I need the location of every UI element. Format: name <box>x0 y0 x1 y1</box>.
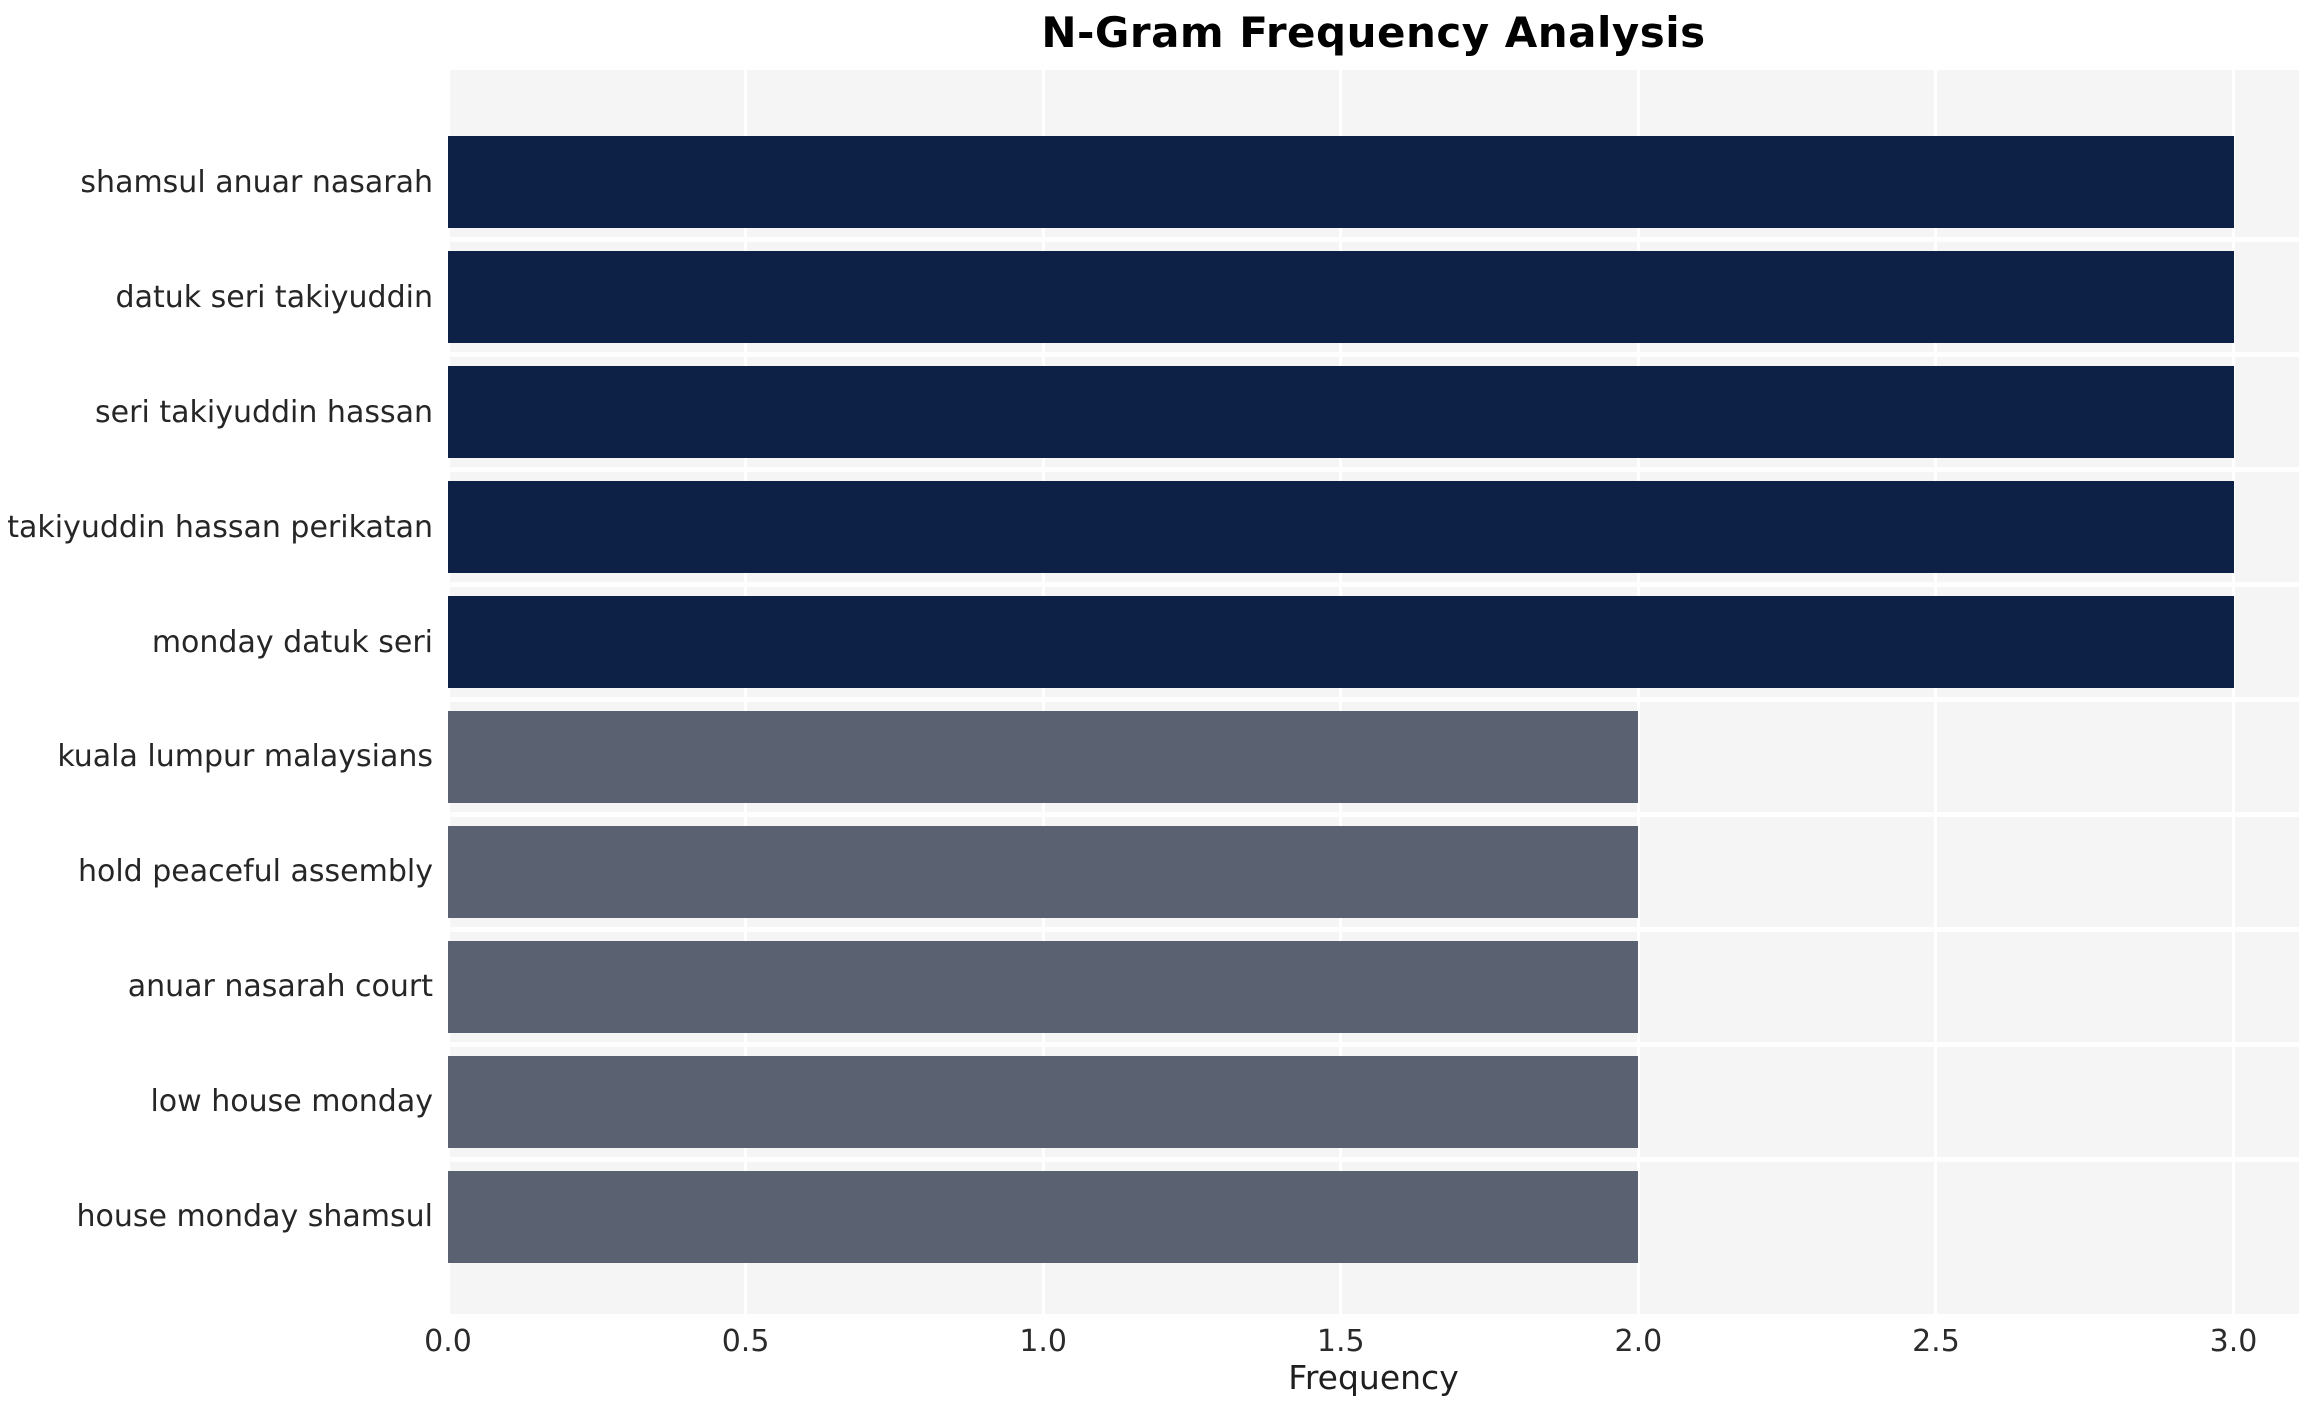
y-tick-label: anuar nasarah court <box>127 969 433 1005</box>
row-separator <box>448 352 2299 358</box>
row-separator <box>448 926 2299 932</box>
row-separator <box>448 1156 2299 1162</box>
gridline <box>1636 70 1640 1314</box>
row-separator <box>448 697 2299 702</box>
y-tick-label: shamsul anuar nasarah <box>80 164 433 200</box>
bar <box>448 136 2234 229</box>
row-separator <box>448 1041 2299 1047</box>
y-tick-label: datuk seri takiyuddin <box>115 279 433 315</box>
y-tick-label: house monday shamsul <box>76 1199 433 1235</box>
bar <box>448 596 2234 689</box>
chart-title: N-Gram Frequency Analysis <box>1041 8 1706 57</box>
x-tick-label: 1.0 <box>1019 1324 1068 1359</box>
gridline <box>2232 70 2236 1314</box>
y-tick-label: low house monday <box>150 1084 433 1120</box>
row-separator <box>448 582 2299 588</box>
bar <box>448 940 1639 1033</box>
x-tick-label: 1.5 <box>1316 1324 1365 1359</box>
y-tick-label: seri takiyuddin hassan <box>95 394 433 430</box>
x-tick-label: 3.0 <box>2209 1324 2258 1359</box>
gridline <box>1339 70 1343 1314</box>
x-tick-label: 2.5 <box>1912 1324 1960 1359</box>
bar <box>448 1055 1639 1148</box>
bar <box>448 825 1639 918</box>
gridline <box>744 70 748 1314</box>
y-axis-labels: shamsul anuar nasarah datuk seri takiyudd… <box>0 70 433 1314</box>
bar <box>448 710 1639 803</box>
plot-area <box>448 70 2299 1314</box>
row-separator <box>448 811 2299 817</box>
bar <box>448 1170 1639 1263</box>
x-axis-ticks: 0.0 0.5 1.0 1.5 2.0 2.5 3.0 <box>424 1324 2299 1364</box>
gridline <box>1934 70 1938 1314</box>
gridline <box>448 70 450 1314</box>
row-separator <box>448 467 2299 473</box>
x-tick-label: 0.5 <box>721 1324 770 1359</box>
y-tick-label: hold peaceful assembly <box>77 854 433 890</box>
x-tick-label: 2.0 <box>1614 1324 1663 1359</box>
y-tick-label: takiyuddin hassan perikatan <box>7 509 433 545</box>
x-axis-label: Frequency <box>1288 1358 1459 1397</box>
bar <box>448 481 2234 574</box>
bar <box>448 251 2234 344</box>
x-tick-label: 0.0 <box>424 1324 472 1359</box>
y-tick-label: kuala lumpur malaysians <box>57 739 433 775</box>
row-separator <box>448 237 2299 243</box>
bar <box>448 366 2234 459</box>
y-tick-label: monday datuk seri <box>151 624 433 660</box>
gridline <box>1041 70 1045 1314</box>
